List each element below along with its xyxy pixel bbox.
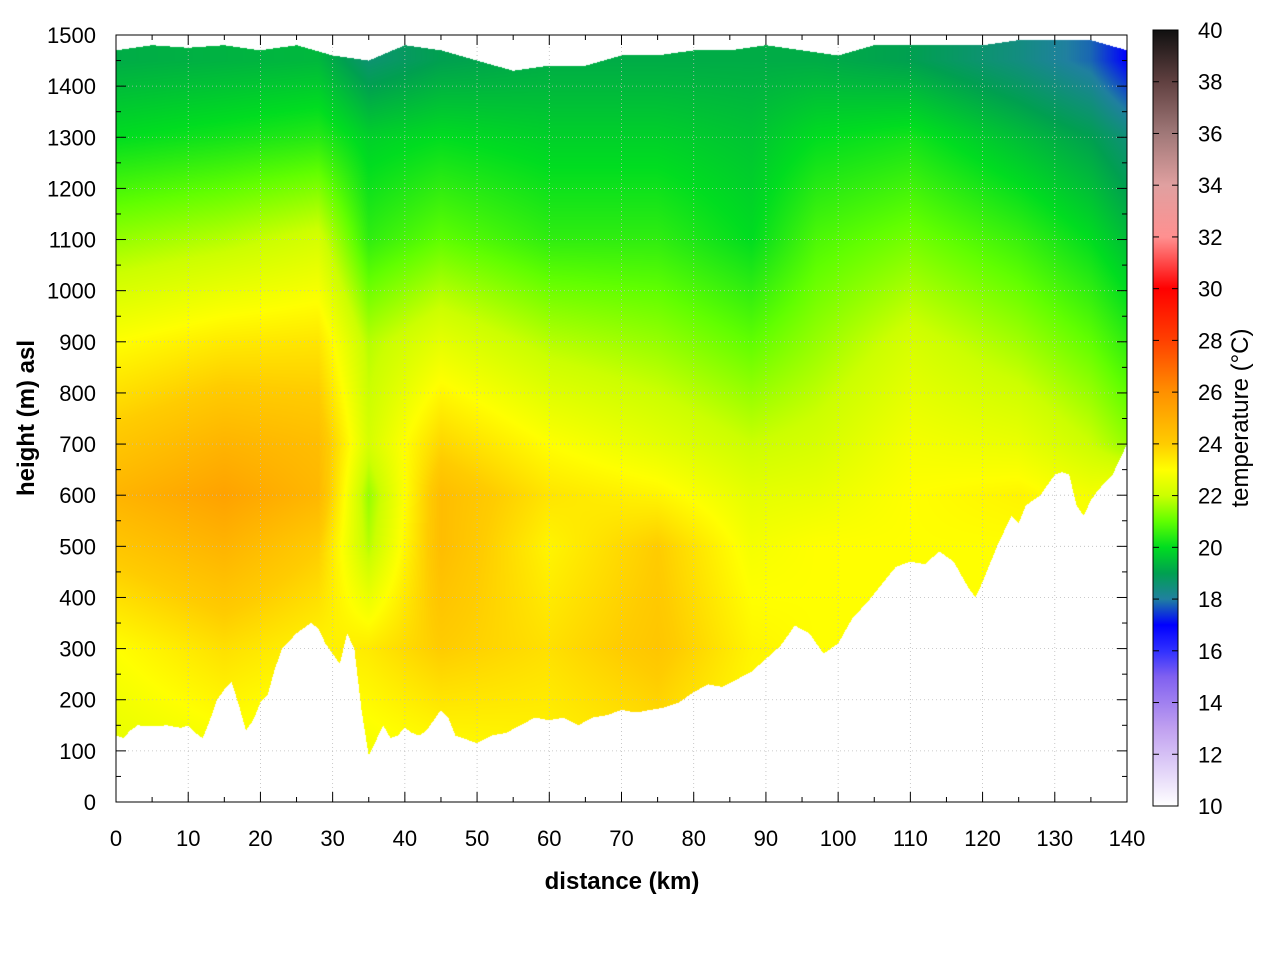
y-tick-label: 0 <box>84 790 96 815</box>
y-axis-title: height (m) asl <box>13 340 40 496</box>
y-tick-label: 1500 <box>47 23 96 48</box>
colorbar-tick-label: 20 <box>1198 535 1222 560</box>
colorbar-tick-label: 38 <box>1198 70 1222 95</box>
colorbar: 10 12 14 16 18 20 22 24 26 28 30 32 34 36 38 40 tempera… <box>1152 18 1254 819</box>
y-tick-label: 1200 <box>47 176 96 201</box>
x-tick-label: 70 <box>609 826 633 851</box>
y-tick-label: 800 <box>59 381 96 406</box>
colorbar-tick-label: 10 <box>1198 794 1222 819</box>
temperature-heatmap <box>116 35 1127 802</box>
colorbar-tick-label: 18 <box>1198 587 1222 612</box>
y-tick-label: 1300 <box>47 125 96 150</box>
x-tick-label: 90 <box>754 826 778 851</box>
y-tick-label: 700 <box>59 432 96 457</box>
colorbar-tick-label: 40 <box>1198 18 1222 43</box>
x-axis-title: distance (km) <box>545 868 700 895</box>
y-tick-label: 300 <box>59 637 96 662</box>
x-tick-label: 100 <box>820 826 857 851</box>
y-tick-label: 1100 <box>49 228 96 253</box>
colorbar-tick-label: 36 <box>1198 121 1222 146</box>
y-axis-ticks: 0 100 200 300 400 500 600 700 800 900 1000 1100 1200… <box>47 23 1127 815</box>
colorbar-tick-label: 28 <box>1198 328 1222 353</box>
x-tick-label: 20 <box>248 826 272 851</box>
y-tick-label: 1400 <box>47 74 96 99</box>
colorbar-tick-label: 26 <box>1198 380 1222 405</box>
x-tick-label: 40 <box>393 826 417 851</box>
y-tick-label: 100 <box>59 739 96 764</box>
x-tick-label: 30 <box>320 826 344 851</box>
colorbar-tick-label: 12 <box>1198 742 1222 767</box>
colorbar-tick-label: 32 <box>1198 225 1222 250</box>
x-tick-label: 130 <box>1036 826 1073 851</box>
colorbar-tick-label: 16 <box>1198 639 1222 664</box>
colorbar-tick-label: 30 <box>1198 277 1222 302</box>
colorbar-tick-label: 22 <box>1198 484 1222 509</box>
y-tick-label: 600 <box>59 483 96 508</box>
x-tick-label: 60 <box>537 826 561 851</box>
x-axis-ticks: 0 10 20 30 40 50 60 70 80 90 100 110 120 130 140 <box>110 35 1145 851</box>
colorbar-scale <box>1152 29 1179 807</box>
colorbar-tick-label: 34 <box>1198 173 1222 198</box>
y-tick-label: 200 <box>59 688 96 713</box>
x-tick-label: 120 <box>964 826 1001 851</box>
x-tick-label: 80 <box>681 826 705 851</box>
colorbar-tick-label: 24 <box>1198 432 1222 457</box>
colorbar-tick-label: 14 <box>1198 691 1222 716</box>
x-tick-label: 140 <box>1109 826 1146 851</box>
colorbar-ticks: 10 12 14 16 18 20 22 24 26 28 30 32 34 36 38 40 <box>1153 18 1222 819</box>
y-tick-label: 900 <box>59 330 96 355</box>
x-tick-label: 50 <box>465 826 489 851</box>
y-tick-label: 500 <box>59 534 96 559</box>
x-tick-label: 110 <box>893 826 928 851</box>
colorbar-title: temperature (°C) <box>1227 329 1254 508</box>
y-tick-label: 400 <box>59 585 96 610</box>
plot-area: 0 10 20 30 40 50 60 70 80 90 100 110 120 130 140 0 100 2… <box>47 23 1145 851</box>
x-tick-label: 10 <box>176 826 200 851</box>
x-tick-label: 0 <box>110 826 122 851</box>
gridlines <box>116 35 1127 802</box>
y-tick-label: 1000 <box>47 279 96 304</box>
